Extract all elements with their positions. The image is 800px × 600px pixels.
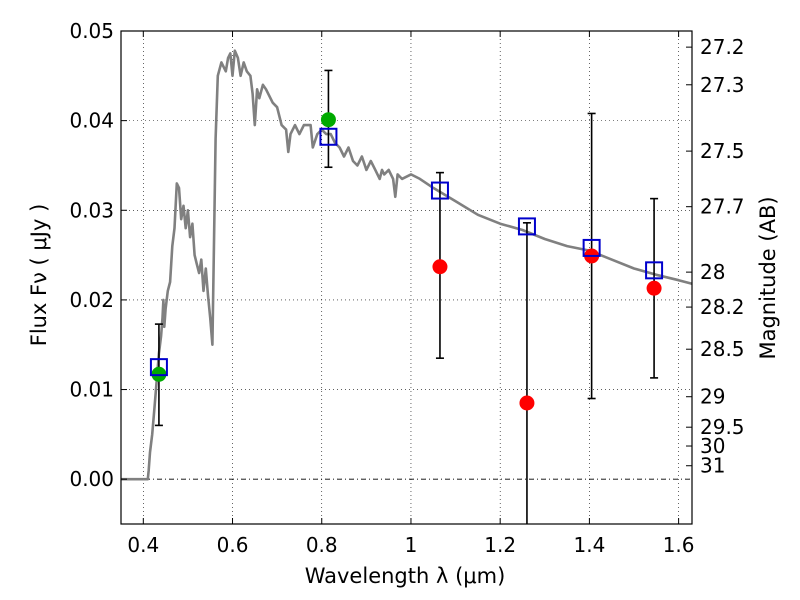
mag-tick-label: 29 — [700, 385, 725, 409]
ticks-group: 0.4 0.6 0.8 1 1.2 1.4 1.6 0.00 0.01 0.02 0.03 0.04 0… — [69, 19, 744, 557]
mag-tick-label: 28.5 — [700, 337, 745, 361]
x-tick-label: 0.8 — [306, 533, 338, 557]
error-bars-group — [154, 69, 659, 524]
model-flux-square — [319, 127, 338, 146]
y2-axis-label: Magnitude (AB) — [756, 196, 780, 359]
y-tick-label: 0.03 — [69, 198, 114, 222]
mag-tick-label: 28.2 — [700, 295, 745, 319]
model-flux-square — [517, 217, 536, 236]
y-tick-label: 0.02 — [69, 288, 114, 312]
x-tick-label: 0.4 — [127, 533, 159, 557]
model-sed-group — [121, 49, 693, 481]
y-axis-label: Flux Fν ( μJy ) — [27, 204, 51, 347]
mag-tick-label: 27.5 — [700, 139, 745, 163]
model-sed-line — [121, 49, 693, 481]
x-tick-label: 1 — [405, 533, 418, 557]
red-point — [519, 395, 535, 411]
y-tick-label: 0.04 — [69, 109, 114, 133]
mag-tick-label: 30 — [700, 434, 725, 458]
y-tick-label: 0.01 — [69, 378, 114, 402]
plot-frame — [120, 30, 693, 525]
x-tick-label: 1.6 — [663, 533, 695, 557]
mag-tick-label: 27.7 — [700, 195, 745, 219]
mag-tick-label: 28 — [700, 260, 725, 284]
model-flux-square — [645, 261, 664, 280]
x-tick-label: 1.2 — [484, 533, 516, 557]
y-tick-label: 0.00 — [69, 467, 114, 491]
x-axis-label: Wavelength λ (μm) — [305, 564, 506, 588]
mag-tick-label: 27.3 — [700, 73, 745, 97]
red-point — [646, 280, 662, 296]
y-tick-label: 0.05 — [69, 19, 114, 43]
model-flux-square — [149, 358, 168, 377]
red-point — [432, 259, 448, 275]
mag-tick-label: 27.2 — [700, 35, 745, 59]
detection-point — [320, 112, 336, 128]
points-group — [149, 112, 664, 411]
model-flux-square — [430, 181, 449, 200]
mag-tick-label: 29.5 — [700, 415, 745, 439]
x-tick-label: 1.4 — [573, 533, 605, 557]
model-flux-square — [582, 238, 601, 257]
x-tick-label: 0.6 — [217, 533, 249, 557]
mag-tick-label: 31 — [700, 454, 725, 478]
